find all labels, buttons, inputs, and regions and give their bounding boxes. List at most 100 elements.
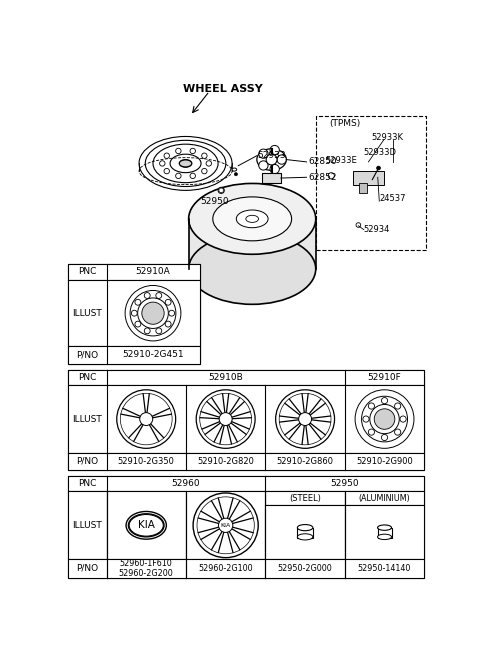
Text: 52910A: 52910A: [136, 268, 170, 276]
Circle shape: [368, 429, 374, 435]
Bar: [107, 491, 186, 559]
Bar: [345, 505, 424, 559]
Bar: [68, 476, 424, 578]
Circle shape: [395, 429, 401, 435]
Circle shape: [159, 161, 165, 166]
Circle shape: [363, 416, 369, 422]
Ellipse shape: [218, 188, 224, 194]
Bar: [68, 385, 424, 453]
Text: 52950: 52950: [201, 197, 229, 207]
Circle shape: [219, 188, 224, 193]
Ellipse shape: [126, 512, 167, 539]
Circle shape: [395, 403, 401, 409]
Ellipse shape: [257, 149, 286, 171]
Ellipse shape: [297, 525, 313, 531]
Text: 62852: 62852: [308, 173, 336, 182]
Bar: [345, 491, 424, 505]
Text: P/NO: P/NO: [76, 350, 98, 359]
Ellipse shape: [270, 165, 279, 174]
Text: PNC: PNC: [78, 268, 96, 276]
Text: 52960: 52960: [172, 480, 200, 488]
Circle shape: [202, 169, 207, 174]
Bar: [68, 491, 107, 559]
Ellipse shape: [277, 155, 286, 164]
Circle shape: [156, 328, 162, 334]
Bar: [68, 559, 424, 578]
Text: WHEEL ASSY: WHEEL ASSY: [183, 85, 263, 94]
Circle shape: [135, 299, 141, 305]
Circle shape: [135, 321, 141, 327]
Text: 52933E: 52933E: [325, 156, 357, 165]
Ellipse shape: [189, 234, 316, 304]
Ellipse shape: [180, 160, 192, 167]
Ellipse shape: [374, 409, 395, 429]
Ellipse shape: [259, 161, 268, 170]
Ellipse shape: [189, 184, 316, 255]
Text: KIA: KIA: [220, 523, 231, 528]
Bar: [265, 491, 345, 505]
Text: 52933D: 52933D: [364, 148, 397, 157]
Text: 52933: 52933: [258, 152, 286, 160]
Circle shape: [382, 434, 388, 441]
Circle shape: [169, 310, 175, 316]
Text: 52910-2G820: 52910-2G820: [197, 457, 254, 466]
Ellipse shape: [218, 518, 233, 533]
Text: 52933K: 52933K: [371, 133, 403, 142]
Ellipse shape: [378, 525, 392, 530]
Circle shape: [400, 416, 406, 422]
Text: 24537: 24537: [379, 194, 406, 203]
Text: 52910-2G860: 52910-2G860: [276, 457, 334, 466]
Circle shape: [176, 148, 181, 154]
Ellipse shape: [246, 215, 259, 222]
Circle shape: [190, 148, 195, 154]
Ellipse shape: [213, 197, 292, 241]
Bar: [316, 115, 426, 251]
Ellipse shape: [270, 146, 279, 155]
Text: P/NO: P/NO: [76, 564, 98, 573]
Text: ILLUST: ILLUST: [72, 521, 102, 530]
Text: 52934: 52934: [364, 225, 390, 234]
Bar: [68, 264, 200, 281]
Circle shape: [266, 154, 277, 165]
Text: 52960-2G100: 52960-2G100: [198, 564, 253, 573]
Circle shape: [328, 173, 335, 179]
Text: 52950-14140: 52950-14140: [358, 564, 411, 573]
Ellipse shape: [236, 210, 268, 228]
Bar: [68, 370, 424, 385]
Text: 52910F: 52910F: [368, 373, 401, 382]
Circle shape: [144, 328, 150, 334]
Circle shape: [368, 403, 374, 409]
Circle shape: [377, 166, 381, 170]
Ellipse shape: [259, 149, 268, 158]
Ellipse shape: [140, 413, 153, 426]
Bar: [68, 453, 424, 470]
Text: 52910B: 52910B: [208, 373, 243, 382]
Ellipse shape: [232, 168, 237, 171]
Ellipse shape: [299, 413, 312, 426]
Ellipse shape: [378, 534, 392, 540]
Text: (TPMS): (TPMS): [330, 119, 361, 128]
Circle shape: [164, 153, 169, 158]
Bar: [297, 527, 313, 539]
Circle shape: [356, 222, 360, 228]
Circle shape: [165, 321, 171, 327]
Text: (STEEL): (STEEL): [289, 494, 321, 503]
Circle shape: [234, 173, 238, 176]
Circle shape: [144, 293, 150, 298]
Text: 52910-2G350: 52910-2G350: [118, 457, 175, 466]
Bar: [189, 219, 316, 269]
Text: KIA: KIA: [138, 520, 155, 530]
Text: PNC: PNC: [78, 373, 96, 382]
Bar: [262, 173, 281, 182]
Ellipse shape: [297, 534, 313, 540]
Bar: [378, 527, 392, 539]
Bar: [68, 370, 424, 470]
Text: PNC: PNC: [78, 480, 96, 488]
Text: 62850: 62850: [308, 157, 336, 167]
Bar: [353, 171, 384, 185]
Bar: [265, 505, 345, 559]
Circle shape: [132, 310, 137, 316]
Text: P/NO: P/NO: [76, 457, 98, 466]
Bar: [68, 346, 200, 363]
Text: 52910-2G900: 52910-2G900: [356, 457, 413, 466]
